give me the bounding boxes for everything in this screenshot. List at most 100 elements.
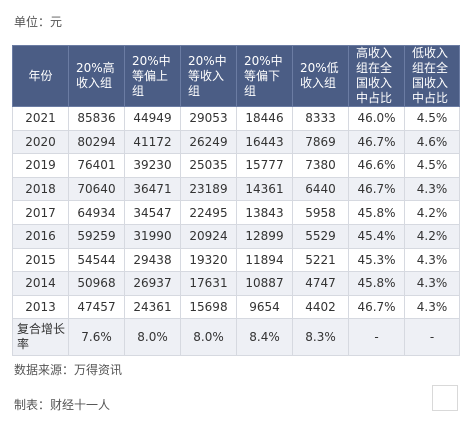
growth-low-income: 8.3% (292, 318, 349, 357)
cell-lower-middle: 11894 (236, 247, 293, 273)
cell-year: 2016 (12, 223, 69, 249)
table-row: 2014 50968 26937 17631 10887 4747 45.8% 4.3% (12, 271, 460, 296)
cell-low-share: 4.2% (404, 200, 460, 225)
header-high-share: 高收入组在全国收入中占比 (348, 45, 405, 107)
cell-middle: 17631 (180, 271, 237, 296)
cell-low-income: 4747 (292, 271, 349, 296)
cell-middle: 19320 (180, 247, 237, 273)
header-low-share: 低收入组在全国收入中占比 (404, 45, 460, 107)
cell-high-income: 85836 (68, 106, 125, 131)
header-high-income: 20%高收入组 (68, 45, 125, 107)
header-upper-middle: 20%中等偏上组 (124, 45, 181, 107)
header-low-income: 20%低收入组 (292, 45, 349, 107)
cell-low-income: 8333 (292, 106, 349, 131)
cell-lower-middle: 15777 (236, 153, 293, 178)
cell-upper-middle: 26937 (124, 271, 181, 296)
growth-row: 复合增长率 7.6% 8.0% 8.0% 8.4% 8.3% - - (12, 318, 460, 357)
cell-lower-middle: 10887 (236, 271, 293, 296)
cell-high-share: 46.7% (348, 294, 405, 320)
cell-low-share: 4.3% (404, 294, 460, 320)
cell-year: 2021 (12, 106, 69, 131)
cell-low-income: 5221 (292, 247, 349, 273)
cell-high-share: 46.7% (348, 129, 405, 155)
income-table: 年份 20%高收入组 20%中等偏上组 20%中等收入组 20%中等偏下组 20… (12, 45, 460, 357)
header-row: 年份 20%高收入组 20%中等偏上组 20%中等收入组 20%中等偏下组 20… (12, 45, 460, 107)
header-middle: 20%中等收入组 (180, 45, 237, 107)
cell-low-income: 4402 (292, 294, 349, 320)
cell-year: 2015 (12, 247, 69, 273)
cell-low-income: 6440 (292, 176, 349, 202)
header-year: 年份 (12, 45, 69, 107)
cell-high-income: 64934 (68, 200, 125, 225)
cell-middle: 25035 (180, 153, 237, 178)
cell-low-income: 5958 (292, 200, 349, 225)
cell-high-income: 80294 (68, 129, 125, 155)
cell-year: 2013 (12, 294, 69, 320)
growth-low-share: - (404, 318, 460, 357)
header-lower-middle: 20%中等偏下组 (236, 45, 293, 107)
cell-middle: 29053 (180, 106, 237, 131)
cell-high-income: 70640 (68, 176, 125, 202)
cell-upper-middle: 29438 (124, 247, 181, 273)
cell-lower-middle: 18446 (236, 106, 293, 131)
cell-low-share: 4.3% (404, 271, 460, 296)
cell-year: 2019 (12, 153, 69, 178)
table-row: 2021 85836 44949 29053 18446 8333 46.0% 4.5% (12, 106, 460, 131)
cell-low-income: 7869 (292, 129, 349, 155)
cell-year: 2018 (12, 176, 69, 202)
corner-box[interactable] (432, 385, 458, 411)
cell-high-income: 76401 (68, 153, 125, 178)
growth-high-share: - (348, 318, 405, 357)
cell-lower-middle: 9654 (236, 294, 293, 320)
growth-lower-middle: 8.4% (236, 318, 293, 357)
table-row: 2013 47457 24361 15698 9654 4402 46.7% 4.3% (12, 294, 460, 320)
cell-low-income: 5529 (292, 223, 349, 249)
cell-year: 2014 (12, 271, 69, 296)
growth-middle: 8.0% (180, 318, 237, 357)
cell-low-share: 4.3% (404, 247, 460, 273)
cell-upper-middle: 31990 (124, 223, 181, 249)
cell-high-share: 46.7% (348, 176, 405, 202)
cell-middle: 20924 (180, 223, 237, 249)
cell-low-income: 7380 (292, 153, 349, 178)
cell-low-share: 4.5% (404, 153, 460, 178)
growth-label: 复合增长率 (12, 318, 69, 357)
table-row: 2020 80294 41172 26249 16443 7869 46.7% 4.6% (12, 129, 460, 155)
cell-upper-middle: 36471 (124, 176, 181, 202)
cell-low-share: 4.5% (404, 106, 460, 131)
cell-middle: 23189 (180, 176, 237, 202)
cell-low-share: 4.6% (404, 129, 460, 155)
cell-high-share: 45.8% (348, 200, 405, 225)
cell-middle: 26249 (180, 129, 237, 155)
table-maker: 制表：财经十一人 (14, 398, 111, 412)
cell-lower-middle: 12899 (236, 223, 293, 249)
cell-high-income: 59259 (68, 223, 125, 249)
cell-lower-middle: 13843 (236, 200, 293, 225)
table-row: 2019 76401 39230 25035 15777 7380 46.6% 4.5% (12, 153, 460, 178)
table-row: 2018 70640 36471 23189 14361 6440 46.7% 4.3% (12, 176, 460, 202)
cell-high-share: 45.3% (348, 247, 405, 273)
cell-high-share: 45.8% (348, 271, 405, 296)
table-row: 2015 54544 29438 19320 11894 5221 45.3% 4.3% (12, 247, 460, 273)
cell-low-share: 4.2% (404, 223, 460, 249)
cell-year: 2017 (12, 200, 69, 225)
cell-high-income: 50968 (68, 271, 125, 296)
cell-middle: 15698 (180, 294, 237, 320)
cell-lower-middle: 14361 (236, 176, 293, 202)
table-row: 2016 59259 31990 20924 12899 5529 45.4% 4.2% (12, 223, 460, 249)
cell-high-share: 46.0% (348, 106, 405, 131)
cell-high-income: 54544 (68, 247, 125, 273)
cell-upper-middle: 34547 (124, 200, 181, 225)
cell-upper-middle: 44949 (124, 106, 181, 131)
cell-upper-middle: 24361 (124, 294, 181, 320)
cell-high-share: 46.6% (348, 153, 405, 178)
cell-high-income: 47457 (68, 294, 125, 320)
cell-year: 2020 (12, 129, 69, 155)
cell-upper-middle: 41172 (124, 129, 181, 155)
data-source: 数据来源：万得资讯 (14, 363, 123, 377)
cell-middle: 22495 (180, 200, 237, 225)
cell-lower-middle: 16443 (236, 129, 293, 155)
cell-high-share: 45.4% (348, 223, 405, 249)
cell-low-share: 4.3% (404, 176, 460, 202)
unit-label: 单位：元 (14, 15, 63, 29)
